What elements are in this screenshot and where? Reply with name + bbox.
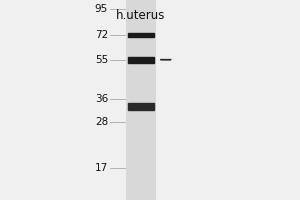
Text: 36: 36: [95, 94, 108, 104]
Text: 28: 28: [95, 117, 108, 127]
Text: 95: 95: [95, 4, 108, 14]
Text: 17: 17: [95, 163, 108, 173]
FancyBboxPatch shape: [128, 57, 154, 63]
Text: 72: 72: [95, 30, 108, 40]
Text: 55: 55: [95, 55, 108, 65]
FancyBboxPatch shape: [128, 33, 154, 37]
FancyBboxPatch shape: [128, 103, 154, 110]
Bar: [126, 0, 156, 200]
Text: h.uterus: h.uterus: [116, 9, 166, 22]
